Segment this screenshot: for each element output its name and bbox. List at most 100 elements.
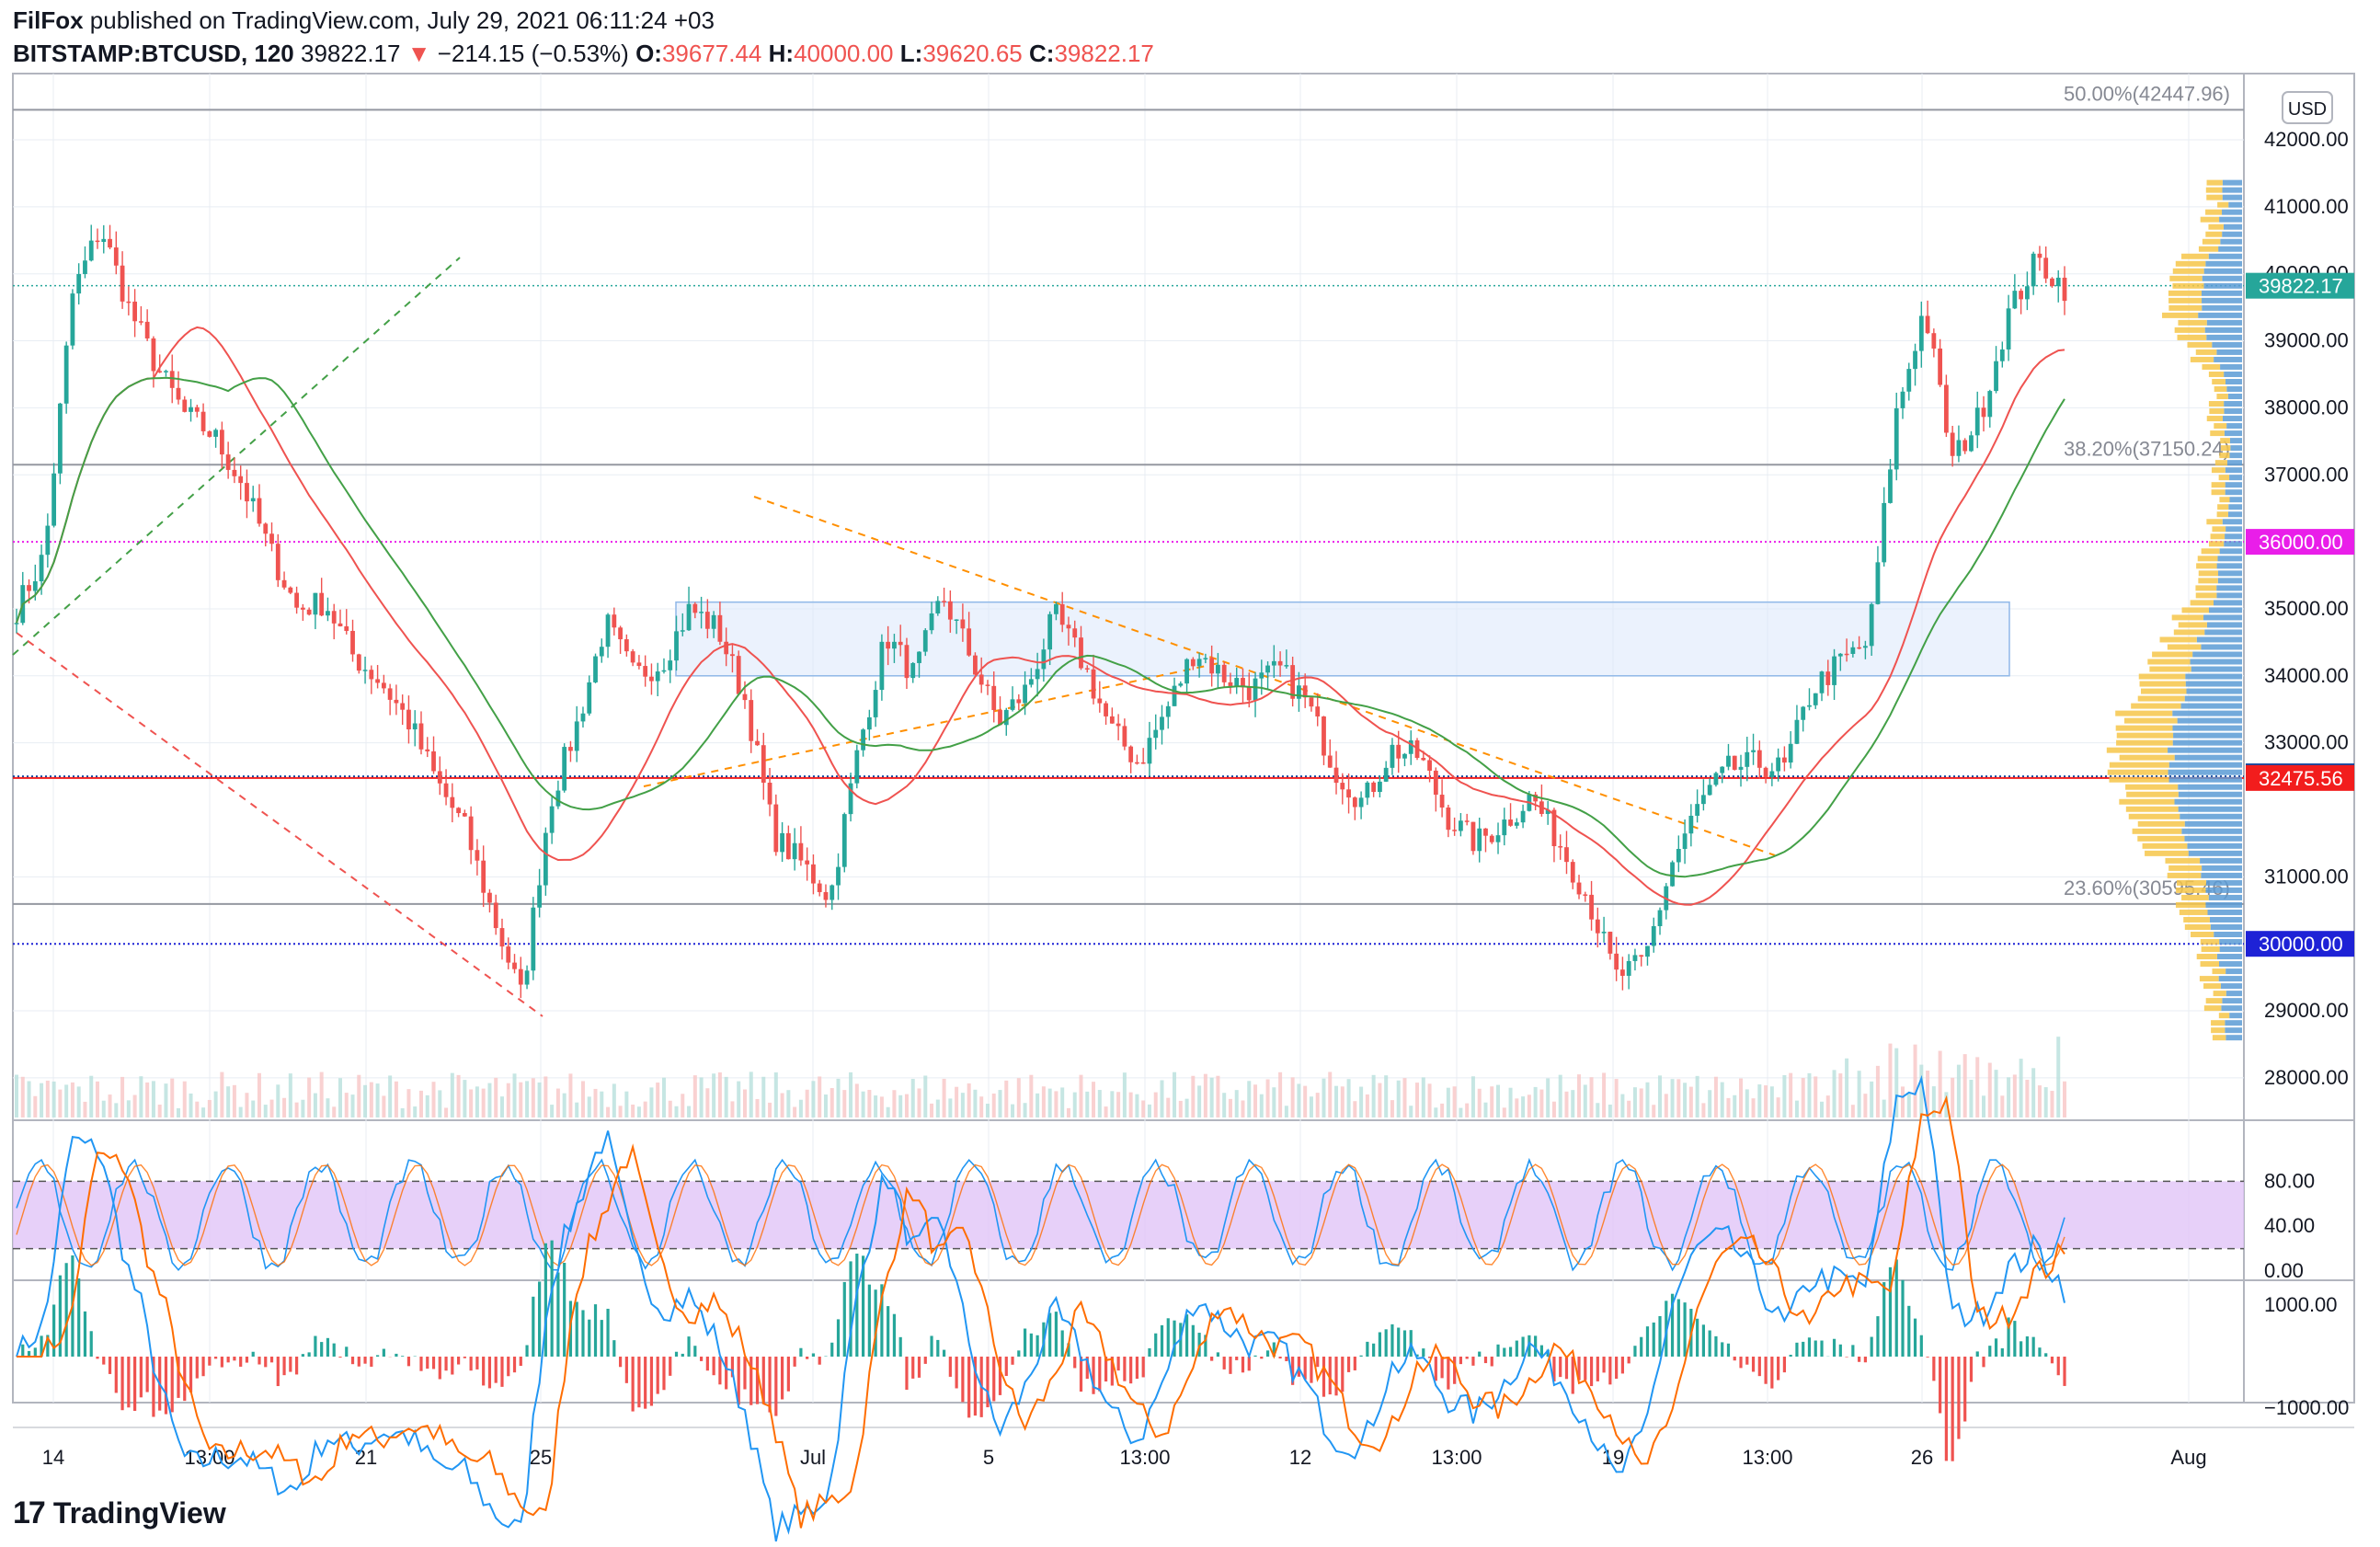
candle-body <box>1470 821 1476 852</box>
macd-histogram-bar <box>600 1320 603 1357</box>
macd-histogram-bar <box>251 1351 255 1357</box>
tradingview-footer[interactable]: 17 TradingView <box>13 1495 226 1531</box>
volume-bar <box>326 1098 330 1117</box>
candle-body <box>200 411 206 431</box>
macd-histogram-bar <box>1427 1357 1432 1358</box>
candle-body <box>1670 862 1675 887</box>
candle-body <box>661 670 667 672</box>
macd-histogram-bar <box>1919 1335 1923 1357</box>
volume-bar <box>1116 1092 1121 1117</box>
volume-bar <box>1757 1084 1762 1117</box>
macd-histogram-bar <box>961 1357 965 1403</box>
candle-body <box>1277 660 1283 666</box>
candle-body <box>126 301 132 304</box>
candle-body <box>1035 669 1040 680</box>
volume-bar <box>1160 1080 1164 1117</box>
volume-bar <box>1726 1097 1731 1117</box>
volume-bar <box>2037 1085 2042 1117</box>
candle-body <box>14 623 19 625</box>
macd-histogram-bar <box>1285 1357 1288 1361</box>
volume-profile-bar <box>2192 651 2242 658</box>
volume-bar <box>854 1083 859 1117</box>
volume-bar <box>1683 1083 1688 1117</box>
volume-profile-bar <box>2145 850 2189 856</box>
macd-histogram-bar <box>1478 1351 1482 1357</box>
macd-histogram-bar <box>1589 1357 1594 1387</box>
volume-profile-bar <box>2137 835 2185 842</box>
macd-histogram-bar <box>1596 1357 1599 1381</box>
candle-body <box>967 628 972 656</box>
candle-body <box>157 371 163 372</box>
candle-body <box>431 751 436 772</box>
volume-bar <box>1197 1085 1202 1117</box>
candle-body <box>443 783 449 797</box>
volume-bar <box>1066 1107 1070 1117</box>
y-tick-label: 34000.00 <box>2264 664 2349 687</box>
macd-histogram-bar <box>1627 1357 1631 1364</box>
candle-body <box>138 321 143 323</box>
macd-histogram-bar <box>880 1284 884 1357</box>
currency-badge <box>2282 91 2333 124</box>
candle-body <box>1502 819 1507 836</box>
macd-histogram-bar <box>2063 1357 2066 1386</box>
volume-bar <box>1434 1107 1438 1117</box>
macd-histogram-bar <box>532 1296 535 1357</box>
macd-histogram-bar <box>1894 1259 1898 1357</box>
volume-bar <box>842 1090 847 1117</box>
macd-histogram-bar <box>1782 1357 1786 1373</box>
volume-bar <box>1490 1086 1494 1117</box>
volume-profile-bar <box>2172 282 2204 289</box>
symbol-name[interactable]: BITSTAMP:BTCUSD, 120 <box>13 40 294 67</box>
volume-bar <box>1016 1078 1021 1117</box>
volume-bar <box>1926 1071 1930 1117</box>
volume-profile-bar <box>2209 916 2242 922</box>
volume-profile-bar <box>2198 312 2242 318</box>
candle-body <box>792 842 797 860</box>
currency-label: USD <box>2288 99 2327 120</box>
macd-histogram-bar <box>811 1353 816 1357</box>
volume-bar <box>319 1071 324 1117</box>
volume-bar <box>1658 1075 1663 1117</box>
volume-profile-bar <box>2126 791 2179 797</box>
candle-body <box>524 970 530 985</box>
volume-bar <box>1384 1075 1389 1117</box>
volume-bar <box>1539 1089 1544 1117</box>
candle-body <box>1122 726 1127 747</box>
candle-body <box>1421 758 1426 761</box>
macd-histogram-bar <box>1577 1357 1581 1381</box>
macd-histogram-bar <box>855 1254 859 1357</box>
macd-histogram-bar <box>1366 1341 1369 1357</box>
x-tick-label: 13:00 <box>1431 1446 1482 1469</box>
volume-profile-bar <box>2226 386 2242 393</box>
candle-body <box>1508 819 1513 826</box>
volume-bar <box>606 1106 611 1117</box>
volume-bar <box>1054 1091 1058 1117</box>
macd-histogram-bar <box>1085 1357 1089 1380</box>
volume-profile-bar <box>2216 592 2242 599</box>
macd-histogram-bar <box>699 1357 704 1361</box>
macd-histogram-bar <box>500 1357 504 1387</box>
candle-body <box>2055 277 2061 287</box>
candle-body <box>767 782 772 805</box>
candle-body <box>1446 807 1451 831</box>
candle-body <box>1079 637 1083 669</box>
macd-histogram-bar <box>214 1357 218 1359</box>
volume-bar <box>1234 1090 1239 1117</box>
candle-body <box>1844 653 1849 656</box>
candle-body <box>817 883 822 892</box>
macd-histogram-bar <box>183 1357 187 1402</box>
macd-histogram-bar <box>525 1345 529 1357</box>
volume-profile-bar <box>2210 430 2225 437</box>
volume-bar <box>475 1086 479 1117</box>
x-tick-label: Aug <box>2170 1446 2206 1469</box>
volume-bar <box>1147 1104 1151 1117</box>
macd-histogram-bar <box>1291 1357 1295 1385</box>
macd-histogram-bar <box>1882 1282 1886 1357</box>
author-name[interactable]: FilFox <box>13 6 84 34</box>
volume-bar <box>923 1075 928 1117</box>
candle-body <box>574 721 579 751</box>
volume-profile-bar <box>2211 482 2226 488</box>
volume-profile-bar <box>2167 644 2202 650</box>
volume-profile-bar <box>2229 1013 2242 1019</box>
